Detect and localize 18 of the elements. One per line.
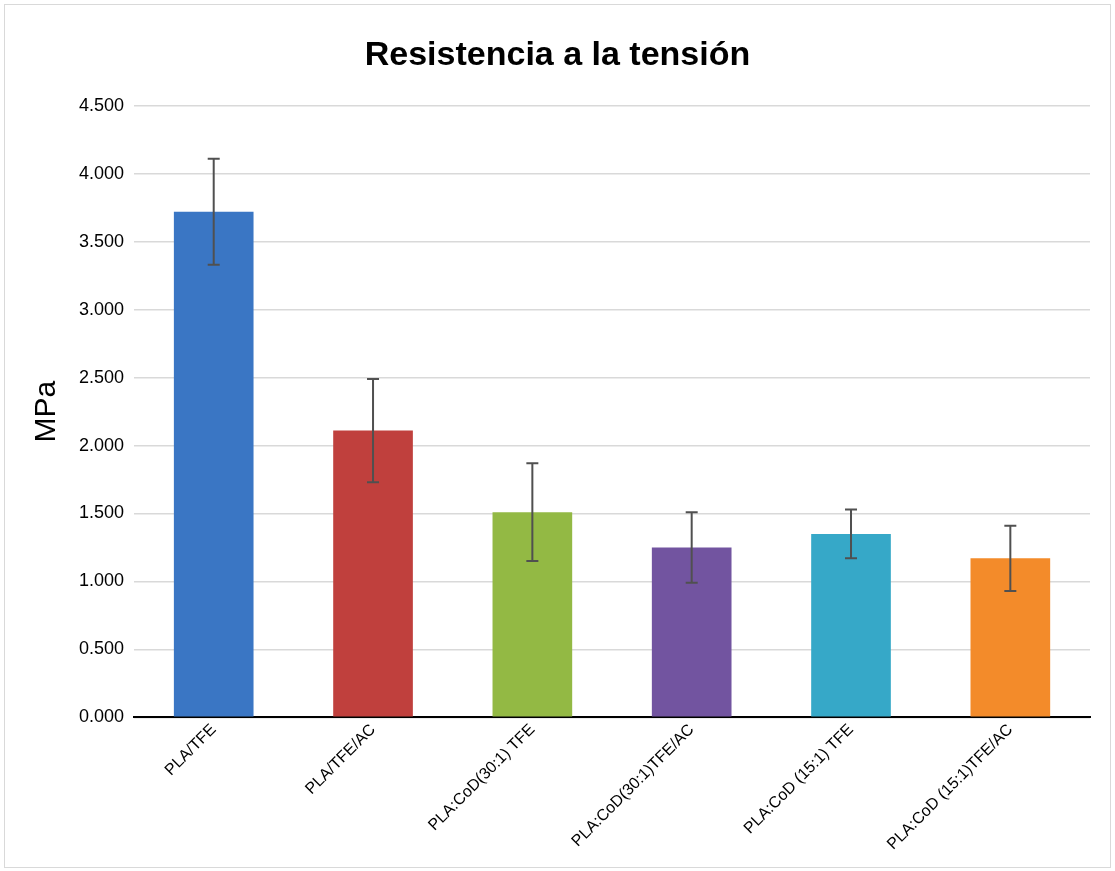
y-axis-title: MPa — [28, 380, 62, 443]
bar — [970, 558, 1051, 717]
bar — [333, 430, 413, 717]
bar — [173, 211, 254, 717]
y-tick-label: 1.500 — [79, 502, 125, 523]
bar — [492, 512, 573, 717]
y-tick-label: 2.500 — [79, 366, 125, 387]
y-tick-label: 4.500 — [79, 94, 125, 115]
y-tick-label: 3.000 — [79, 298, 125, 319]
y-tick-label: 4.000 — [79, 162, 125, 183]
bar — [651, 547, 732, 717]
chart-title: Resistencia a la tensión — [364, 33, 751, 72]
y-tick-label: 3.500 — [79, 230, 125, 251]
y-tick-label: 1.000 — [79, 570, 125, 591]
y-tick-label: 0.000 — [79, 706, 125, 727]
y-tick-label: 2.000 — [79, 434, 125, 455]
bar — [811, 533, 891, 717]
y-tick-label: 0.500 — [79, 638, 125, 659]
